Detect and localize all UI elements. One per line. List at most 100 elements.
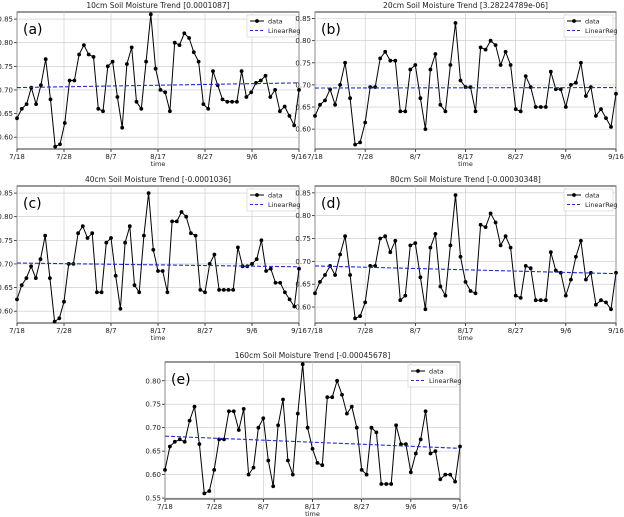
data-point [156,269,160,273]
data-point [292,304,297,309]
x-tick-label: 8/17 [150,327,166,335]
data-point [282,104,287,109]
data-point [438,102,443,107]
y-tick-label: 0.60 [145,471,161,479]
data-point [543,105,548,109]
data-point [513,107,518,112]
x-tick-label: 9/16 [452,503,468,511]
data-point [478,45,483,50]
data-point [579,238,583,243]
data-point [174,219,179,224]
data-point [323,273,327,277]
chart-title: 10cm Soil Moisture Trend [0.0001087] [86,1,229,10]
data-point [584,94,588,98]
data-point [333,273,337,277]
data-point [123,240,127,245]
data-point [483,47,488,52]
legend-label-data: data [585,192,600,200]
legend-data-marker [572,193,576,197]
data-point [144,59,149,64]
data-point [273,280,278,285]
data-point [310,446,315,451]
data-point [236,245,240,250]
data-point [297,88,301,92]
data-point [438,284,443,289]
data-point [614,91,618,96]
data-point [268,266,273,271]
data-point [297,266,301,271]
chart-panel-3: 40cm Soil Moisture Trend [-0.0001036] 0.6… [0,175,307,342]
data-point [523,264,528,268]
y-tick-label: 0.60 [295,126,311,134]
data-point [353,142,357,147]
x-axis-label: time [151,334,166,342]
data-point [548,250,553,255]
data-point [24,276,29,280]
x-tick-label: 9/16 [291,153,307,161]
data-point [423,127,428,131]
data-point [528,85,533,89]
data-point [468,289,473,293]
chart-title: 160cm Soil Moisture Trend [-0.00045678] [235,351,391,360]
data-point [278,280,283,285]
data-point [179,210,184,214]
data-point [320,463,325,468]
data-point [503,234,508,239]
data-point [523,74,528,78]
data-point [518,109,523,114]
data-point [413,241,418,246]
x-tick-label: 9/6 [560,327,572,335]
x-tick-label: 7/28 [56,153,72,161]
data-point [127,224,132,229]
data-point [589,270,593,275]
data-point [139,106,144,111]
data-point [335,378,339,383]
legend-label-data: data [268,192,283,200]
data-point [343,234,347,239]
data-point [333,102,337,107]
data-point [318,280,322,284]
x-tick-label: 9/16 [608,153,624,161]
data-point [463,280,468,284]
data-point [599,298,603,303]
data-point [398,109,403,114]
y-tick-label: 0.65 [295,104,311,112]
regression-line [164,435,461,449]
data-point [373,264,378,268]
data-point [498,243,503,248]
data-point [378,236,383,241]
data-point [170,219,175,224]
data-point [221,288,226,292]
data-point [428,451,433,456]
data-point [110,59,115,64]
y-tick-label: 0.75 [0,63,13,71]
x-tick-label: 7/28 [56,327,72,335]
data-point [318,102,322,107]
data-point [604,300,608,305]
data-point [609,125,613,129]
data-point [493,220,498,225]
data-point [53,144,58,149]
data-point [207,262,212,266]
data-point [259,238,264,243]
data-point [196,59,201,64]
data-point [163,468,167,472]
data-point [125,62,129,66]
data-point [448,63,453,67]
data-point [614,270,618,275]
data-point [80,224,85,229]
data-point [563,293,568,298]
y-tick-label: 0.80 [295,37,311,45]
data-point [172,40,177,45]
x-axis-label: time [151,160,166,168]
data-point [483,225,488,230]
data-point [57,316,62,321]
data-point [418,96,423,101]
y-tick-label: 0.70 [0,260,13,268]
data-point [15,116,19,121]
data-point [418,437,423,442]
data-point [443,472,448,477]
panel-label: (a) [23,22,43,38]
data-point [168,444,172,449]
